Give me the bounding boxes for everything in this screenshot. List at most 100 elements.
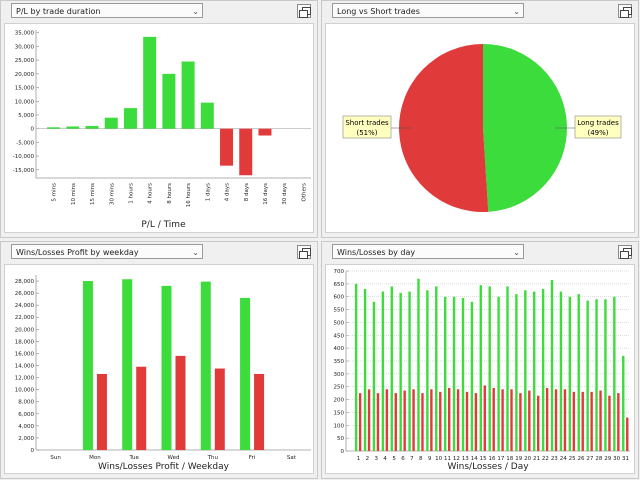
bar-losses (385, 389, 389, 451)
x-tick-label: 30 mins (109, 183, 115, 205)
x-tick-label: 5 mins (52, 183, 58, 202)
y-tick-label: 26,000 (15, 291, 35, 297)
bar-losses (465, 391, 469, 451)
bar-wins (497, 296, 500, 451)
bar-losses (403, 390, 406, 451)
x-tick-label: 8 hours (167, 183, 173, 204)
weekday-profit-chart: 28,000 26,000 24,000 22,000 20,000 18,000 16,0… (15, 275, 311, 472)
chevron-down-icon: ⌄ (513, 248, 520, 257)
bar-wins (381, 291, 385, 451)
y-tick-label: -15,000 (13, 168, 35, 174)
bar-wins (417, 278, 420, 451)
bar-losses (376, 393, 380, 451)
y-tick-label: 400 (334, 346, 345, 352)
bar-wins (443, 296, 447, 451)
selector-label: Wins/Losses by day (337, 248, 416, 257)
selector-label: Wins/Losses Profit by weekday (16, 248, 139, 257)
y-tick-label: 20,000 (15, 72, 35, 78)
bar-losses (572, 391, 576, 451)
x-tick-label: Wed (168, 455, 180, 461)
bar-wins (613, 296, 616, 451)
pie-pct-long: (49%) (587, 129, 608, 137)
pie-pct-short: (51%) (356, 129, 377, 137)
chevron-down-icon: ⌄ (192, 248, 199, 257)
x-tick-label: 14 (471, 456, 478, 462)
bar-losses (492, 388, 495, 451)
x-tick-label: 28 (595, 456, 602, 462)
x-tick-label: 6 (401, 456, 405, 462)
chart-selector-1[interactable]: P/L by trade duration ⌄ (11, 3, 203, 18)
x-tick-label: 9 (428, 456, 432, 462)
x-tick-label: 3 (375, 456, 379, 462)
bar-wins (622, 355, 625, 451)
y-tick-label: 500 (334, 320, 345, 326)
bar-losses (483, 385, 486, 451)
x-tick-label: 24 (560, 456, 567, 462)
x-tick-label: 15 mins (90, 183, 96, 205)
pie-slice-short (398, 44, 489, 213)
x-tick-label: 31 (622, 456, 629, 462)
x-tick-label: 18 (506, 456, 513, 462)
y-tick-label: -10,000 (13, 154, 35, 160)
bar-wins (426, 290, 429, 451)
x-tick-label: 1 hours (128, 183, 134, 204)
maximize-icon[interactable] (618, 4, 632, 18)
bar-wins (470, 301, 474, 451)
x-tick-label: 4 (383, 456, 387, 462)
maximize-icon[interactable] (297, 4, 311, 18)
maximize-icon[interactable] (618, 245, 632, 259)
selector-label: P/L by trade duration (16, 7, 101, 16)
y-tick-label: 8,000 (18, 400, 34, 406)
bar-losses (581, 391, 584, 451)
chevron-down-icon: ⌄ (192, 7, 199, 16)
bar-losses (214, 368, 225, 450)
wins-losses-day-chart: 7006506005505004504003503002502001501005… (334, 269, 630, 472)
bar-losses (537, 395, 540, 451)
bar-losses (367, 389, 371, 451)
x-tick-label: 27 (586, 456, 593, 462)
y-tick-label: 300 (334, 372, 345, 378)
x-tick-label: 2 (366, 456, 370, 462)
bar-losses (358, 393, 362, 451)
y-tick-label: 550 (334, 308, 345, 314)
bar-losses (617, 393, 620, 451)
pie-label-short: Short trades (345, 119, 389, 127)
bar (143, 36, 157, 129)
bar-wins (568, 296, 572, 451)
bar-wins (541, 289, 545, 451)
y-tick-label: 2,000 (18, 436, 34, 442)
bar-wins (479, 285, 482, 451)
bar-wins (533, 291, 536, 451)
y-tick-label: 10,000 (15, 388, 35, 394)
bar-wins (435, 286, 438, 451)
bar-wins (354, 283, 358, 451)
maximize-icon[interactable] (297, 245, 311, 259)
bar-wins (595, 299, 598, 451)
bar-wins (550, 280, 554, 451)
chart-selector-2[interactable]: Long vs Short trades ⌄ (332, 3, 524, 18)
bar-losses (545, 388, 549, 451)
pie-slice-long (483, 44, 567, 212)
bar-losses (519, 393, 522, 451)
bar-wins (488, 286, 491, 451)
x-tick-label: 25 (569, 456, 576, 462)
bar-wins (506, 286, 509, 451)
bar-losses (136, 366, 147, 450)
y-tick-label: 20,000 (15, 327, 35, 333)
bar (200, 102, 214, 129)
bar-losses (96, 373, 107, 450)
chart-selector-4[interactable]: Wins/Losses by day ⌄ (332, 244, 524, 259)
y-tick-label: 600 (334, 295, 345, 301)
x-tick-label: 4 hours (148, 183, 154, 204)
y-tick-label: 14,000 (15, 364, 35, 370)
y-tick-label: 100 (334, 423, 345, 429)
y-tick-label: 0 (341, 449, 345, 455)
x-tick-label: 29 (604, 456, 611, 462)
bar-wins (372, 301, 376, 451)
x-tick-label: 1 days (205, 183, 211, 201)
chart-selector-3[interactable]: Wins/Losses Profit by weekday ⌄ (11, 244, 203, 259)
bar (47, 127, 61, 129)
bar-wins (240, 297, 251, 450)
x-tick-label: Mon (89, 455, 101, 461)
x-tick-label: 5 (392, 456, 396, 462)
